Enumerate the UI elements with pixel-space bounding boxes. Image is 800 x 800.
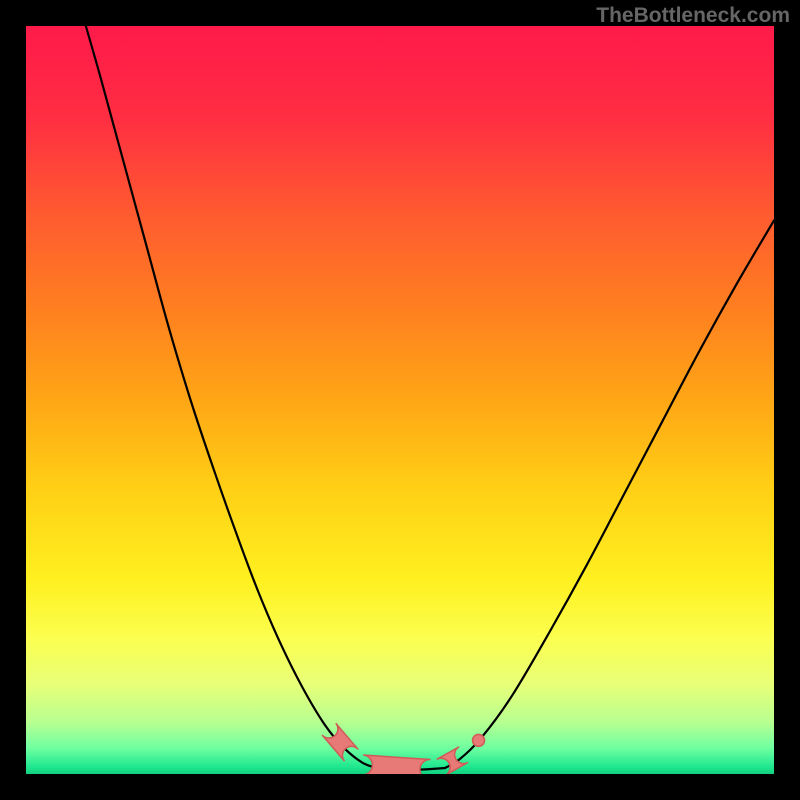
plot-background: [26, 26, 774, 774]
marker-dot: [473, 734, 485, 746]
plot-svg: [26, 26, 774, 774]
chart-outer: TheBottleneck.com: [0, 0, 800, 800]
watermark-text: TheBottleneck.com: [596, 4, 790, 28]
plot-area: [26, 26, 774, 774]
